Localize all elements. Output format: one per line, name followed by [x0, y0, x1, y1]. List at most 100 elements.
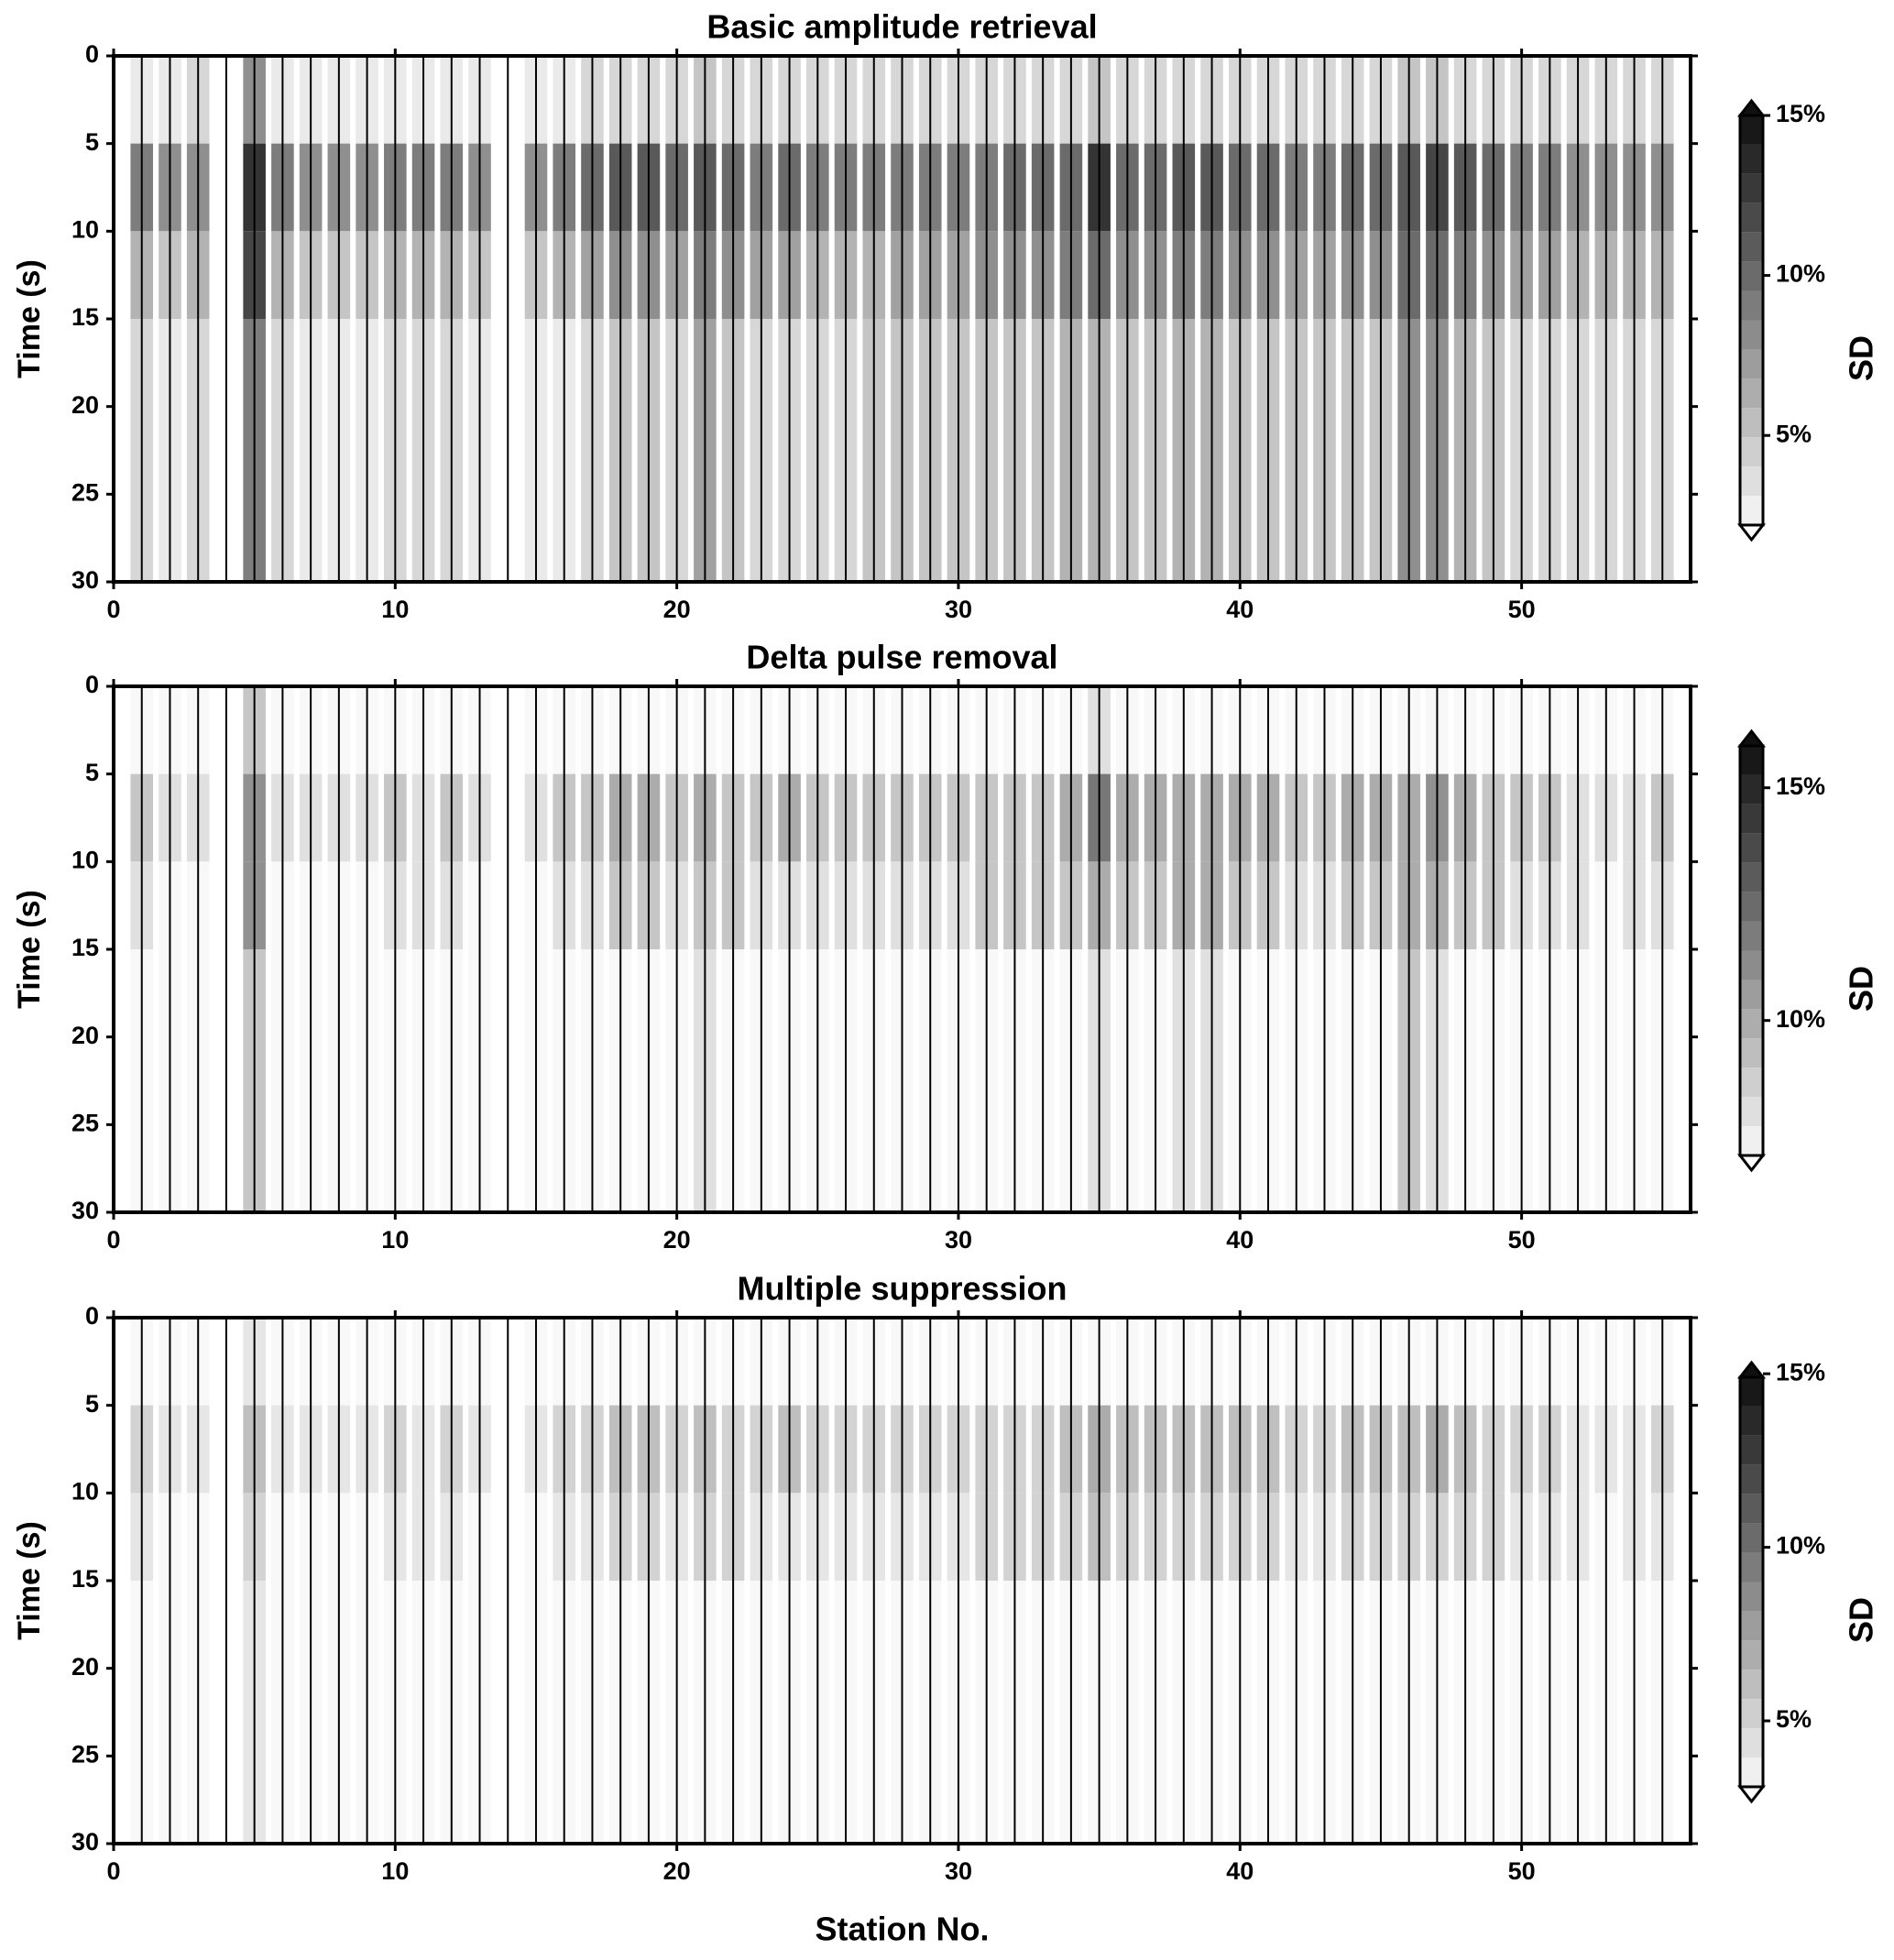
colorbar-step — [1740, 921, 1763, 951]
x-tick-label: 20 — [663, 596, 691, 623]
y-tick-label: 5 — [85, 759, 99, 786]
y-axis-label: Time (s) — [12, 259, 47, 378]
y-tick-label: 0 — [85, 671, 99, 698]
colorbar-min — [1736, 1154, 1767, 1173]
colorbar-frame — [1738, 114, 1765, 527]
colorbar-min — [1736, 523, 1767, 542]
colorbar-step — [1740, 1068, 1763, 1098]
colorbar-max — [1736, 1360, 1767, 1379]
y-axis-label: Time (s) — [12, 890, 47, 1009]
x-tick-label: 0 — [106, 1226, 120, 1254]
x-tick-label: 0 — [106, 1857, 120, 1885]
y-tick-label: 5 — [85, 128, 99, 156]
x-tick-label: 10 — [381, 1226, 409, 1254]
y-tick-label: 15 — [71, 303, 99, 331]
panel: 0 10 20 30 40 50 0 5 10 15 20 25 30 Multiple suppress… — [12, 1270, 1880, 1948]
y-tick-label: 0 — [85, 1302, 99, 1330]
colorbar-step — [1740, 1640, 1763, 1670]
colorbar-step — [1740, 496, 1763, 525]
x-tick-label: 30 — [945, 1226, 972, 1254]
colorbar-frame — [1738, 1375, 1765, 1789]
colorbar-tick-label: 5% — [1776, 1705, 1812, 1733]
colorbar-step — [1740, 1728, 1763, 1758]
y-tick-label: 10 — [71, 215, 99, 243]
colorbar-max — [1736, 728, 1767, 748]
colorbar-step — [1740, 320, 1763, 350]
x-axis-label: Station No. — [816, 1911, 990, 1948]
colorbar-step — [1740, 1406, 1763, 1436]
y-tick-label: 20 — [71, 391, 99, 419]
x-tick-label: 10 — [381, 1857, 409, 1885]
y-tick-label: 20 — [71, 1653, 99, 1681]
colorbar-step — [1740, 290, 1763, 321]
chart-title: Multiple suppression — [737, 1270, 1067, 1308]
y-tick-label: 25 — [71, 1109, 99, 1136]
x-tick-label: 10 — [381, 596, 409, 623]
colorbar-tick-label: 10% — [1776, 1532, 1825, 1560]
colorbar-step — [1740, 950, 1763, 980]
colorbar-step — [1740, 862, 1763, 892]
colorbar-tick-label: 10% — [1776, 260, 1825, 288]
x-tick-label: 30 — [945, 1857, 972, 1885]
chart-title: Delta pulse removal — [746, 639, 1057, 676]
y-tick-label: 25 — [71, 478, 99, 506]
colorbar-step — [1740, 1582, 1763, 1612]
colorbar-tick-label: 15% — [1776, 1358, 1825, 1385]
x-tick-label: 40 — [1226, 1226, 1254, 1254]
colorbar-step — [1740, 1670, 1763, 1700]
y-tick-label: 10 — [71, 1477, 99, 1505]
colorbar-step — [1740, 1494, 1763, 1524]
colorbar-step — [1740, 980, 1763, 1010]
colorbar-tick-label: 15% — [1776, 100, 1825, 127]
colorbar-step — [1740, 1611, 1763, 1641]
x-tick-label: 20 — [663, 1857, 691, 1885]
y-tick-label: 0 — [85, 40, 99, 68]
colorbar-step — [1740, 203, 1763, 233]
colorbar-step — [1740, 261, 1763, 291]
panel: 0 10 20 30 40 50 0 5 10 15 20 25 30 Delta pulse remov… — [12, 639, 1880, 1254]
y-tick-label: 25 — [71, 1740, 99, 1768]
colorbar-tick-label: 15% — [1776, 772, 1825, 800]
y-tick-label: 5 — [85, 1390, 99, 1418]
y-tick-label: 15 — [71, 934, 99, 961]
x-tick-label: 0 — [106, 596, 120, 623]
x-tick-label: 50 — [1508, 1857, 1536, 1885]
y-tick-label: 30 — [71, 1828, 99, 1856]
colorbar-step — [1740, 774, 1763, 805]
colorbar-step — [1740, 804, 1763, 834]
colorbar-step — [1740, 408, 1763, 438]
colorbar-step — [1740, 1097, 1763, 1127]
y-tick-label: 15 — [71, 1565, 99, 1593]
y-tick-label: 10 — [71, 846, 99, 873]
colorbar-step — [1740, 437, 1763, 467]
colorbar-min — [1736, 1785, 1767, 1804]
colorbar-step — [1740, 1126, 1763, 1155]
colorbar-step — [1740, 378, 1763, 409]
colorbar-step — [1740, 1009, 1763, 1039]
colorbar-step — [1740, 1699, 1763, 1729]
colorbar-label: SD — [1843, 966, 1880, 1012]
colorbar-step — [1740, 1552, 1763, 1582]
colorbar-step — [1740, 833, 1763, 863]
colorbar-label: SD — [1843, 335, 1880, 381]
chart-title: Basic amplitude retrieval — [706, 8, 1097, 46]
colorbar-step — [1740, 173, 1763, 203]
colorbar-step — [1740, 1038, 1763, 1068]
colorbar-tick-label: 10% — [1776, 1005, 1825, 1033]
colorbar-step — [1740, 349, 1763, 379]
y-tick-label: 30 — [71, 1197, 99, 1224]
x-tick-label: 50 — [1508, 596, 1536, 623]
colorbar-step — [1740, 1464, 1763, 1495]
y-axis-label: Time (s) — [12, 1521, 47, 1640]
colorbar-step — [1740, 746, 1763, 775]
colorbar-step — [1740, 892, 1763, 922]
colorbar-step — [1740, 1757, 1763, 1787]
colorbar-step — [1740, 1435, 1763, 1465]
x-tick-label: 40 — [1226, 1857, 1254, 1885]
panel: 0 10 20 30 40 50 0 5 10 15 20 25 30 Basic amplitude r… — [12, 8, 1880, 624]
colorbar-tick-label: 5% — [1776, 420, 1812, 447]
y-tick-label: 30 — [71, 566, 99, 594]
colorbar-step — [1740, 1523, 1763, 1553]
x-tick-label: 20 — [663, 1226, 691, 1254]
